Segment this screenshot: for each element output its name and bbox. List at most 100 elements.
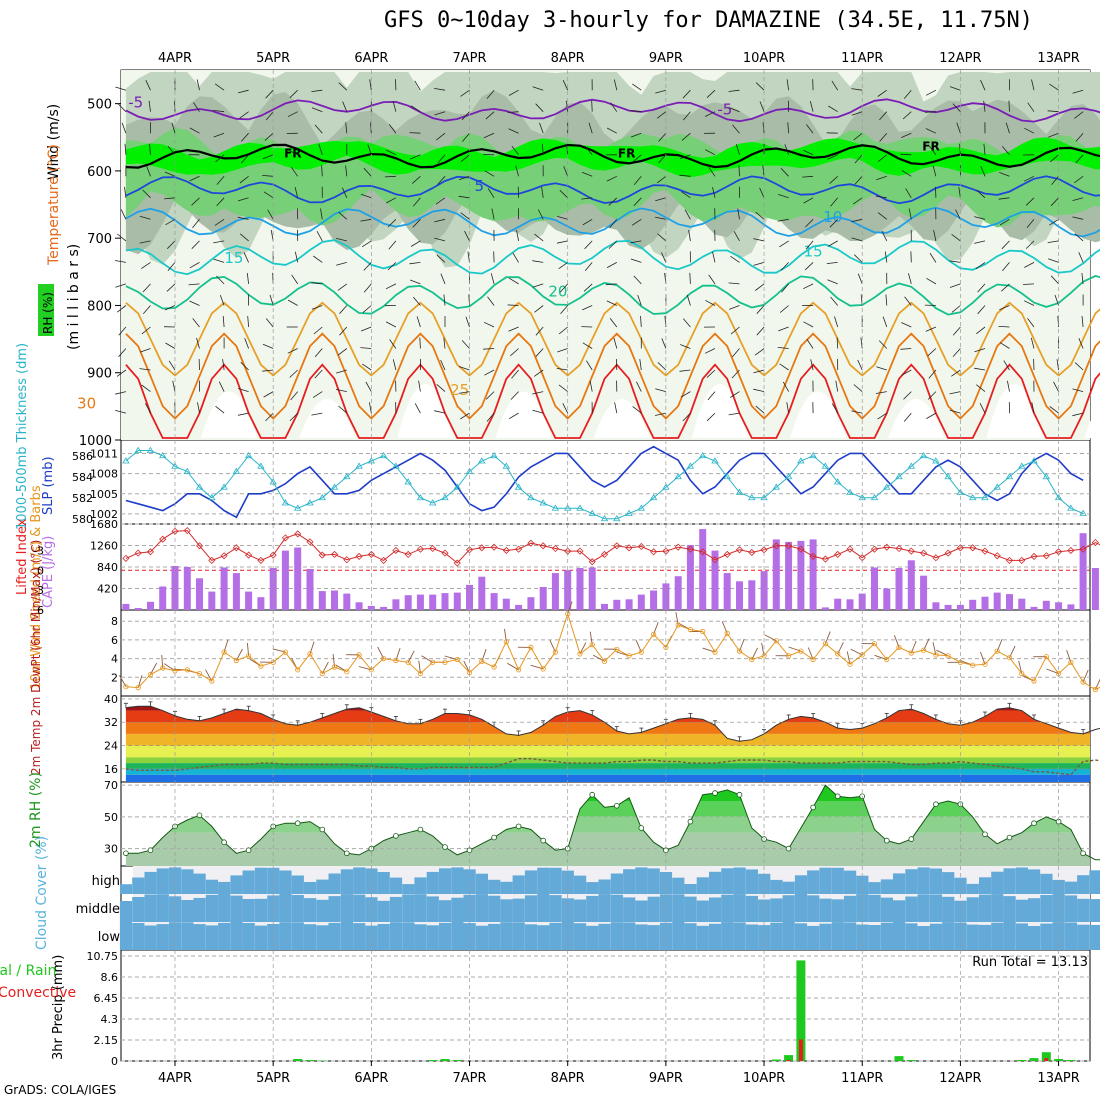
wind-barb xyxy=(339,326,348,336)
isotherm-label: 15 xyxy=(224,249,243,267)
li-point xyxy=(330,550,339,558)
cloud-cell xyxy=(733,867,746,894)
wind-barb xyxy=(311,305,323,310)
isotherm-line xyxy=(125,332,1100,420)
wind-barb xyxy=(218,381,225,392)
wind-barb xyxy=(145,403,151,414)
li-point xyxy=(711,556,719,564)
cloud-cell xyxy=(574,875,587,894)
wind-barb xyxy=(756,326,765,336)
wind-barb xyxy=(728,412,740,416)
thickness-point xyxy=(441,493,449,501)
wind-speed-point xyxy=(945,653,951,659)
cloud-cell xyxy=(610,922,623,950)
li-point xyxy=(613,542,621,550)
temp-band xyxy=(125,763,1090,769)
wind-barb xyxy=(164,197,176,200)
wind-barb xyxy=(483,132,495,139)
cross-ylabel-rh: RH (%) xyxy=(41,292,55,334)
wind-barb xyxy=(708,166,716,177)
cloud-cell xyxy=(623,897,636,922)
thickness-point xyxy=(514,483,523,490)
wind-barb xyxy=(558,384,568,392)
wind-barb xyxy=(566,143,569,155)
date-label-bottom: 8APR xyxy=(551,1071,585,1086)
wind-barb xyxy=(508,412,519,420)
cloud-cell xyxy=(524,870,538,894)
wind-barb xyxy=(1075,132,1084,142)
wind-barb xyxy=(905,188,912,199)
wind-barb xyxy=(735,144,740,155)
cloud-cell xyxy=(905,896,918,922)
thickness-point xyxy=(220,483,228,490)
cloud-cell xyxy=(598,923,611,950)
wind-barb xyxy=(262,343,274,349)
wind-barb xyxy=(780,262,789,271)
wind-barb xyxy=(974,367,986,371)
wind-barb xyxy=(1049,83,1059,91)
rh-point xyxy=(1031,820,1037,826)
cape-bar xyxy=(551,573,559,610)
wind-barb xyxy=(753,238,765,242)
li-point xyxy=(993,552,1001,560)
wind-speed-point xyxy=(785,653,792,659)
cloud-cell xyxy=(598,894,611,922)
date-label-bottom: 11APR xyxy=(841,1071,883,1086)
thickness-point xyxy=(208,493,216,501)
wind-barb xyxy=(1074,175,1084,184)
li-point xyxy=(146,548,155,556)
wind-barb xyxy=(1007,380,1010,392)
wind-barb xyxy=(556,240,568,244)
wind-barb xyxy=(237,216,249,220)
thickness-point xyxy=(465,467,474,474)
wind-barb xyxy=(1074,111,1084,119)
cloud-cell xyxy=(917,926,930,950)
wind-barb xyxy=(804,262,814,271)
wind-barb xyxy=(952,348,961,357)
cloud-level-label: middle xyxy=(76,902,120,917)
cloud-cell xyxy=(807,895,820,922)
cloud-cell xyxy=(439,868,452,894)
wind-speed-point xyxy=(626,653,632,659)
date-label-top: 10APR xyxy=(743,51,785,66)
wind-barb xyxy=(974,240,986,244)
wind-speed-point xyxy=(540,666,546,672)
wind-barb xyxy=(191,240,200,249)
wind-barb xyxy=(388,240,397,250)
cloud-cell xyxy=(230,875,243,894)
cape-bar xyxy=(527,597,535,610)
wind-speed-point xyxy=(822,641,829,647)
li-point xyxy=(821,555,829,563)
wind-barb xyxy=(903,391,912,400)
wind-barb xyxy=(532,283,544,288)
wind-barb xyxy=(392,100,397,112)
wind-barb xyxy=(704,348,716,354)
cloud-cell xyxy=(979,894,992,922)
day-gridlines: 4APR 4APR 5APR 5APR 6APR 6APR 7APR 7APR 8APR 8APR… xyxy=(158,51,1080,1086)
rh-point xyxy=(908,836,915,842)
wind-barb xyxy=(882,316,888,328)
li-point xyxy=(969,544,977,552)
cape-bar xyxy=(772,539,780,610)
wind-barb xyxy=(213,258,225,263)
thickness-point xyxy=(968,493,977,501)
date-label-top: 7APR xyxy=(453,51,487,66)
wind-barb xyxy=(639,359,642,371)
cape-bar xyxy=(785,541,793,610)
wind-barb xyxy=(311,412,323,416)
cape-bar xyxy=(490,593,498,610)
cloud-cell xyxy=(623,922,636,950)
li-point xyxy=(515,545,523,553)
wind-barb xyxy=(1025,197,1035,206)
cloud-cell xyxy=(880,922,893,950)
cloud-cell xyxy=(242,899,255,922)
wind-barb xyxy=(682,111,691,121)
date-label-top: 8APR xyxy=(551,51,585,66)
wind-barb xyxy=(369,402,372,414)
rh-point xyxy=(1006,834,1013,841)
thickness-line xyxy=(125,450,1084,520)
li-point xyxy=(1042,552,1050,560)
wind-barb xyxy=(1056,359,1059,371)
wind-barb xyxy=(360,193,372,199)
wind-barb xyxy=(237,89,249,94)
